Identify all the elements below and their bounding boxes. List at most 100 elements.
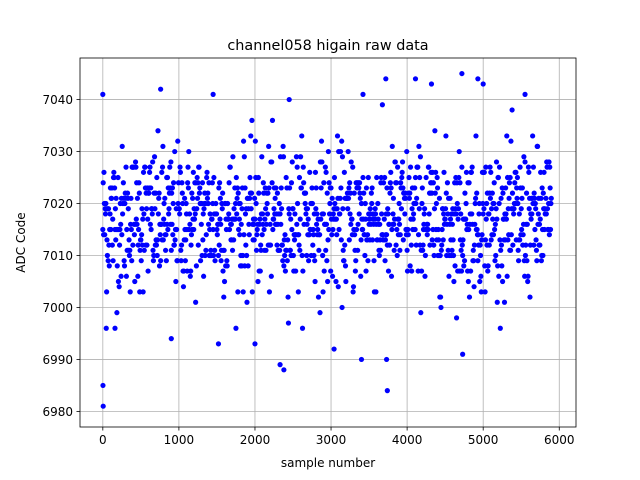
data-point	[281, 263, 287, 269]
data-point	[466, 294, 473, 300]
data-point	[418, 268, 425, 274]
data-point	[103, 325, 109, 331]
data-point	[396, 221, 403, 227]
data-point	[379, 102, 385, 108]
data-point	[244, 252, 250, 259]
data-point	[204, 195, 211, 201]
y-tick-label: 7010	[42, 249, 73, 263]
data-point	[259, 232, 265, 238]
data-point	[398, 180, 404, 186]
data-point	[269, 159, 275, 165]
data-point	[221, 278, 228, 285]
data-point	[237, 200, 243, 207]
data-point	[125, 206, 131, 212]
data-point	[182, 195, 188, 201]
data-point	[450, 252, 457, 259]
data-point	[304, 221, 310, 227]
data-point	[455, 216, 461, 222]
data-point	[111, 174, 117, 181]
data-point	[256, 190, 262, 196]
data-point	[132, 159, 139, 165]
data-point	[511, 206, 517, 212]
data-point	[172, 237, 178, 243]
data-point	[410, 216, 416, 222]
data-point	[394, 226, 400, 233]
y-axis-ticks: 6980 6990 7000 7010 7020 7030 7040	[42, 93, 80, 419]
data-point	[372, 211, 379, 217]
data-point	[436, 195, 443, 201]
data-point	[358, 273, 364, 279]
data-point	[522, 159, 528, 165]
data-point	[157, 232, 163, 238]
data-point	[491, 180, 497, 186]
data-point	[140, 289, 146, 295]
data-point	[263, 247, 269, 253]
data-point	[385, 268, 392, 274]
data-point	[503, 185, 509, 191]
data-point	[326, 211, 333, 217]
data-point	[336, 226, 342, 233]
data-point	[203, 247, 209, 253]
data-point	[155, 128, 161, 134]
data-point	[405, 226, 411, 233]
data-point	[387, 180, 393, 186]
data-point	[490, 216, 496, 222]
x-tick-label: 1000	[164, 433, 195, 447]
data-point	[100, 180, 106, 186]
data-point	[254, 226, 260, 233]
data-point	[486, 242, 492, 248]
data-point	[513, 169, 519, 175]
data-point	[323, 221, 330, 227]
data-point	[162, 247, 169, 253]
data-point	[466, 180, 472, 186]
data-point	[281, 367, 287, 373]
data-point	[350, 289, 356, 295]
data-point	[350, 164, 356, 170]
data-point	[163, 232, 169, 238]
data-point	[161, 216, 167, 222]
data-point	[282, 268, 288, 274]
data-point	[538, 195, 544, 201]
data-point	[170, 200, 176, 207]
data-point	[227, 164, 233, 170]
data-point	[280, 258, 286, 264]
data-point	[396, 216, 402, 222]
data-point	[390, 195, 397, 201]
data-point	[312, 258, 318, 264]
data-point	[253, 200, 259, 207]
data-point	[407, 263, 413, 269]
data-point	[197, 185, 203, 191]
data-point	[158, 86, 164, 92]
data-point	[156, 195, 162, 201]
data-point	[199, 180, 206, 186]
data-point	[200, 237, 206, 243]
data-point	[268, 273, 274, 279]
data-point	[177, 211, 183, 217]
data-point	[326, 226, 332, 233]
x-tick-label: 0	[99, 433, 107, 447]
data-point	[109, 242, 115, 248]
data-point	[492, 221, 498, 227]
data-point	[347, 180, 353, 186]
data-point	[382, 237, 389, 243]
data-point	[193, 299, 199, 305]
data-point	[391, 221, 397, 227]
x-tick-label: 6000	[544, 433, 575, 447]
data-point	[155, 211, 161, 217]
data-point	[450, 237, 456, 243]
data-point	[340, 206, 346, 212]
data-point	[347, 211, 353, 217]
data-point	[286, 185, 293, 191]
data-point	[114, 263, 120, 269]
data-point	[525, 164, 532, 170]
data-point	[417, 174, 423, 181]
data-point	[282, 232, 288, 238]
data-point	[128, 226, 134, 233]
data-point	[242, 211, 249, 217]
data-point	[355, 247, 361, 253]
data-point	[173, 278, 179, 285]
data-point	[480, 200, 486, 207]
data-point	[529, 211, 535, 217]
data-point	[307, 169, 313, 175]
data-point	[323, 247, 329, 253]
